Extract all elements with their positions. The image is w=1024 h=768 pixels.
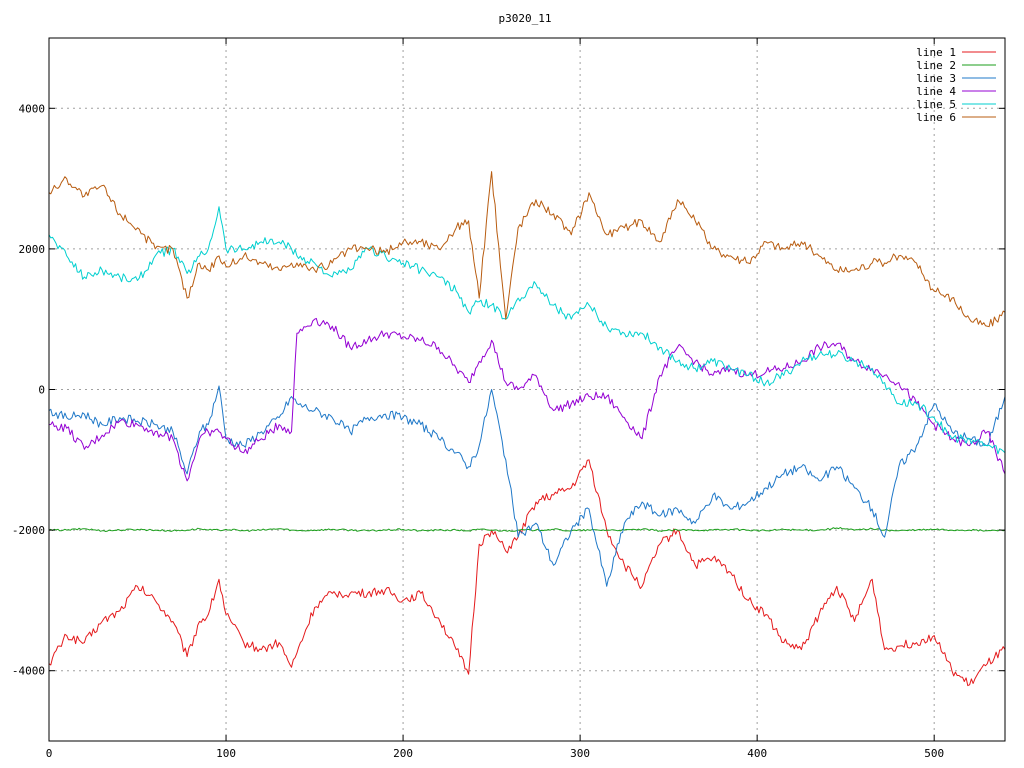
plot-frame bbox=[48, 37, 1006, 742]
y-tick-label: 0 bbox=[38, 384, 45, 397]
axis-ticks: 0 100 200 300 400 500 -4000 -2000 0 2000 4000 bbox=[12, 38, 1005, 760]
grid bbox=[49, 38, 1005, 741]
y-tick-label: -2000 bbox=[12, 524, 45, 537]
series-line-5 bbox=[48, 206, 1006, 455]
series-line-6 bbox=[48, 171, 1006, 328]
legend-label: line 6 bbox=[916, 111, 956, 124]
legend-label: line 3 bbox=[916, 72, 956, 85]
y-tick-label: -4000 bbox=[12, 665, 45, 678]
plot-series bbox=[48, 171, 1006, 687]
y-tick-label: 2000 bbox=[19, 243, 46, 256]
legend-label: line 1 bbox=[916, 46, 956, 59]
series-line-4 bbox=[48, 317, 1006, 482]
series-line-1 bbox=[48, 459, 1006, 687]
x-tick-label: 400 bbox=[747, 747, 767, 760]
x-tick-label: 500 bbox=[924, 747, 944, 760]
series-line-3 bbox=[48, 385, 1006, 587]
legend-label: line 4 bbox=[916, 85, 956, 98]
x-tick-label: 300 bbox=[570, 747, 590, 760]
legend-label: line 5 bbox=[916, 98, 956, 111]
x-tick-label: 0 bbox=[46, 747, 53, 760]
x-tick-label: 200 bbox=[393, 747, 413, 760]
y-tick-label: 4000 bbox=[19, 102, 46, 115]
legend-label: line 2 bbox=[916, 59, 956, 72]
chart-title: p3020_11 bbox=[499, 12, 552, 25]
x-tick-label: 100 bbox=[216, 747, 236, 760]
